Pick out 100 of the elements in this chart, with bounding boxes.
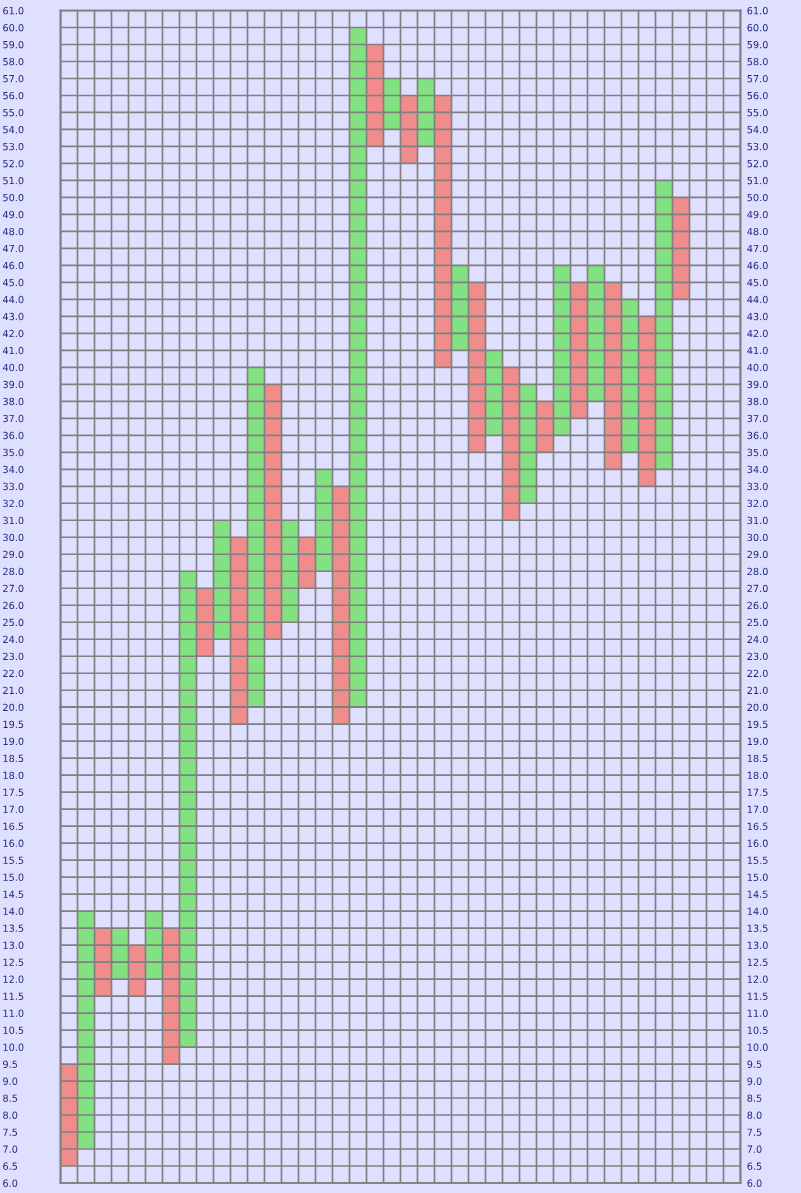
y-tick-label: 57.0	[3, 74, 24, 83]
y2-tick-label: 39.0	[747, 380, 768, 389]
y-tick-label: 21.0	[3, 686, 24, 695]
y2-tick-label: 16.5	[747, 822, 768, 830]
y-tick-label: 26.0	[3, 601, 24, 610]
y2-tick-label: 42.0	[747, 329, 768, 338]
y2-tick-label: 31.0	[747, 516, 768, 525]
y2-tick-label: 37.0	[747, 414, 768, 423]
y-tick-label: 44.0	[2, 295, 24, 304]
y2-tick-label: 32.0	[747, 499, 768, 508]
y-tick-label: 29.0	[3, 550, 24, 559]
y-tick-label: 47.0	[2, 244, 24, 253]
y2-tick-label: 61.0	[747, 6, 768, 15]
y-tick-label: 28.0	[3, 567, 24, 576]
y-tick-label: 6.0	[3, 1179, 18, 1187]
y-tick-label: 46.0	[2, 261, 24, 270]
y-tick-label: 37.0	[3, 414, 24, 423]
y2-tick-label: 41.0	[747, 346, 768, 355]
y-tick-label: 23.0	[3, 652, 24, 661]
y2-tick-label: 10.0	[747, 1043, 768, 1051]
y-tick-label: 58.0	[3, 57, 24, 66]
y-tick-label: 17.0	[3, 805, 24, 813]
y-tick-label: 19.5	[3, 720, 24, 729]
y2-tick-label: 19.0	[747, 737, 768, 746]
y-tick-label: 43.0	[2, 312, 24, 321]
y2-tick-label: 52.0	[747, 159, 768, 168]
y2-tick-label: 10.5	[747, 1026, 768, 1034]
y-tick-label: 13.0	[3, 941, 24, 949]
y-tick-label: 45.0	[2, 278, 24, 287]
y2-tick-label: 24.0	[747, 635, 768, 644]
y-tick-label: 15.5	[3, 856, 24, 864]
y2-tick-label: 22.0	[747, 669, 768, 678]
y2-tick-label: 26.0	[747, 601, 768, 610]
y2-tick-label: 9.0	[747, 1077, 762, 1085]
y2-tick-label: 11.5	[747, 992, 768, 1000]
y2-tick-label: 19.5	[747, 720, 768, 729]
y2-tick-label: 17.5	[747, 788, 768, 796]
y2-tick-label: 50.0	[747, 193, 768, 202]
y-tick-label: 13.5	[3, 924, 24, 932]
y2-tick-label: 59.0	[747, 40, 768, 49]
y-tick-label: 27.0	[3, 584, 24, 593]
y-tick-label: 8.0	[3, 1111, 18, 1119]
y2-tick-label: 38.0	[747, 397, 768, 406]
y2-tick-label: 43.0	[747, 312, 768, 321]
y2-tick-label: 33.0	[747, 482, 768, 491]
y-tick-label: 39.0	[3, 380, 24, 389]
y2-tick-label: 40.0	[747, 363, 768, 372]
y2-tick-label: 7.5	[747, 1128, 762, 1136]
y-tick-label: 22.0	[3, 669, 24, 678]
y2-tick-label: 53.0	[747, 142, 768, 151]
y2-tick-label: 13.0	[747, 941, 768, 949]
y-tick-label: 18.5	[3, 754, 24, 763]
y-tick-label: 24.0	[3, 635, 24, 644]
y2-tick-label: 54.0	[747, 125, 768, 134]
y-tick-label: 11.0	[3, 1009, 24, 1017]
y2-tick-label: 44.0	[747, 295, 768, 304]
y-tick-label: 56.0	[3, 91, 24, 100]
y-tick-label: 7.5	[3, 1128, 18, 1136]
y2-tick-label: 12.0	[747, 975, 768, 983]
y2-tick-label: 25.0	[747, 618, 768, 627]
y2-tick-label: 29.0	[747, 550, 768, 559]
y-tick-label: 12.0	[3, 975, 24, 983]
y-tick-label: 53.0	[3, 142, 24, 151]
y-tick-label: 54.0	[3, 125, 24, 134]
y-tick-label: 35.0	[3, 448, 24, 457]
y2-tick-label: 36.0	[747, 431, 768, 440]
y2-tick-label: 18.0	[747, 771, 768, 780]
y2-tick-label: 13.5	[747, 924, 768, 932]
y-tick-label: 61.0	[3, 6, 24, 15]
y2-tick-label: 14.0	[747, 907, 768, 915]
y-tick-label: 7.0	[3, 1145, 18, 1153]
y-tick-label: 15.0	[3, 873, 24, 881]
y2-tick-label: 6.5	[747, 1162, 762, 1170]
y2-tick-label: 45.0	[747, 278, 768, 287]
y-tick-label: 6.5	[3, 1162, 18, 1170]
y2-tick-label: 47.0	[747, 244, 768, 253]
y2-tick-label: 49.0	[747, 210, 768, 219]
y-tick-label: 36.0	[3, 431, 24, 440]
y-tick-label: 18.0	[3, 771, 24, 780]
y-tick-label: 52.0	[3, 159, 24, 168]
y-tick-label: 30.0	[3, 533, 24, 542]
y-tick-label: 60.0	[3, 23, 24, 32]
y-tick-label: 42.0	[2, 329, 24, 338]
y-tick-label: 10.5	[3, 1026, 24, 1034]
y2-tick-label: 8.0	[747, 1111, 762, 1119]
y2-tick-label: 18.5	[747, 754, 768, 763]
y2-tick-label: 55.0	[747, 108, 768, 117]
y2-tick-label: 57.0	[747, 74, 768, 83]
y2-tick-label: 35.0	[747, 448, 768, 457]
y-tick-label: 12.5	[3, 958, 24, 966]
y2-tick-label: 23.0	[747, 652, 768, 661]
y-tick-label: 32.0	[3, 499, 24, 508]
y2-tick-label: 58.0	[747, 57, 768, 66]
y-tick-label: 38.0	[3, 397, 24, 406]
y2-tick-label: 28.0	[747, 567, 768, 576]
y-tick-label: 34.0	[3, 465, 24, 474]
y2-tick-label: 12.5	[747, 958, 768, 966]
y2-tick-label: 6.0	[747, 1179, 762, 1187]
y-tick-label: 14.0	[3, 907, 24, 915]
y-tick-label: 48.0	[2, 227, 24, 236]
